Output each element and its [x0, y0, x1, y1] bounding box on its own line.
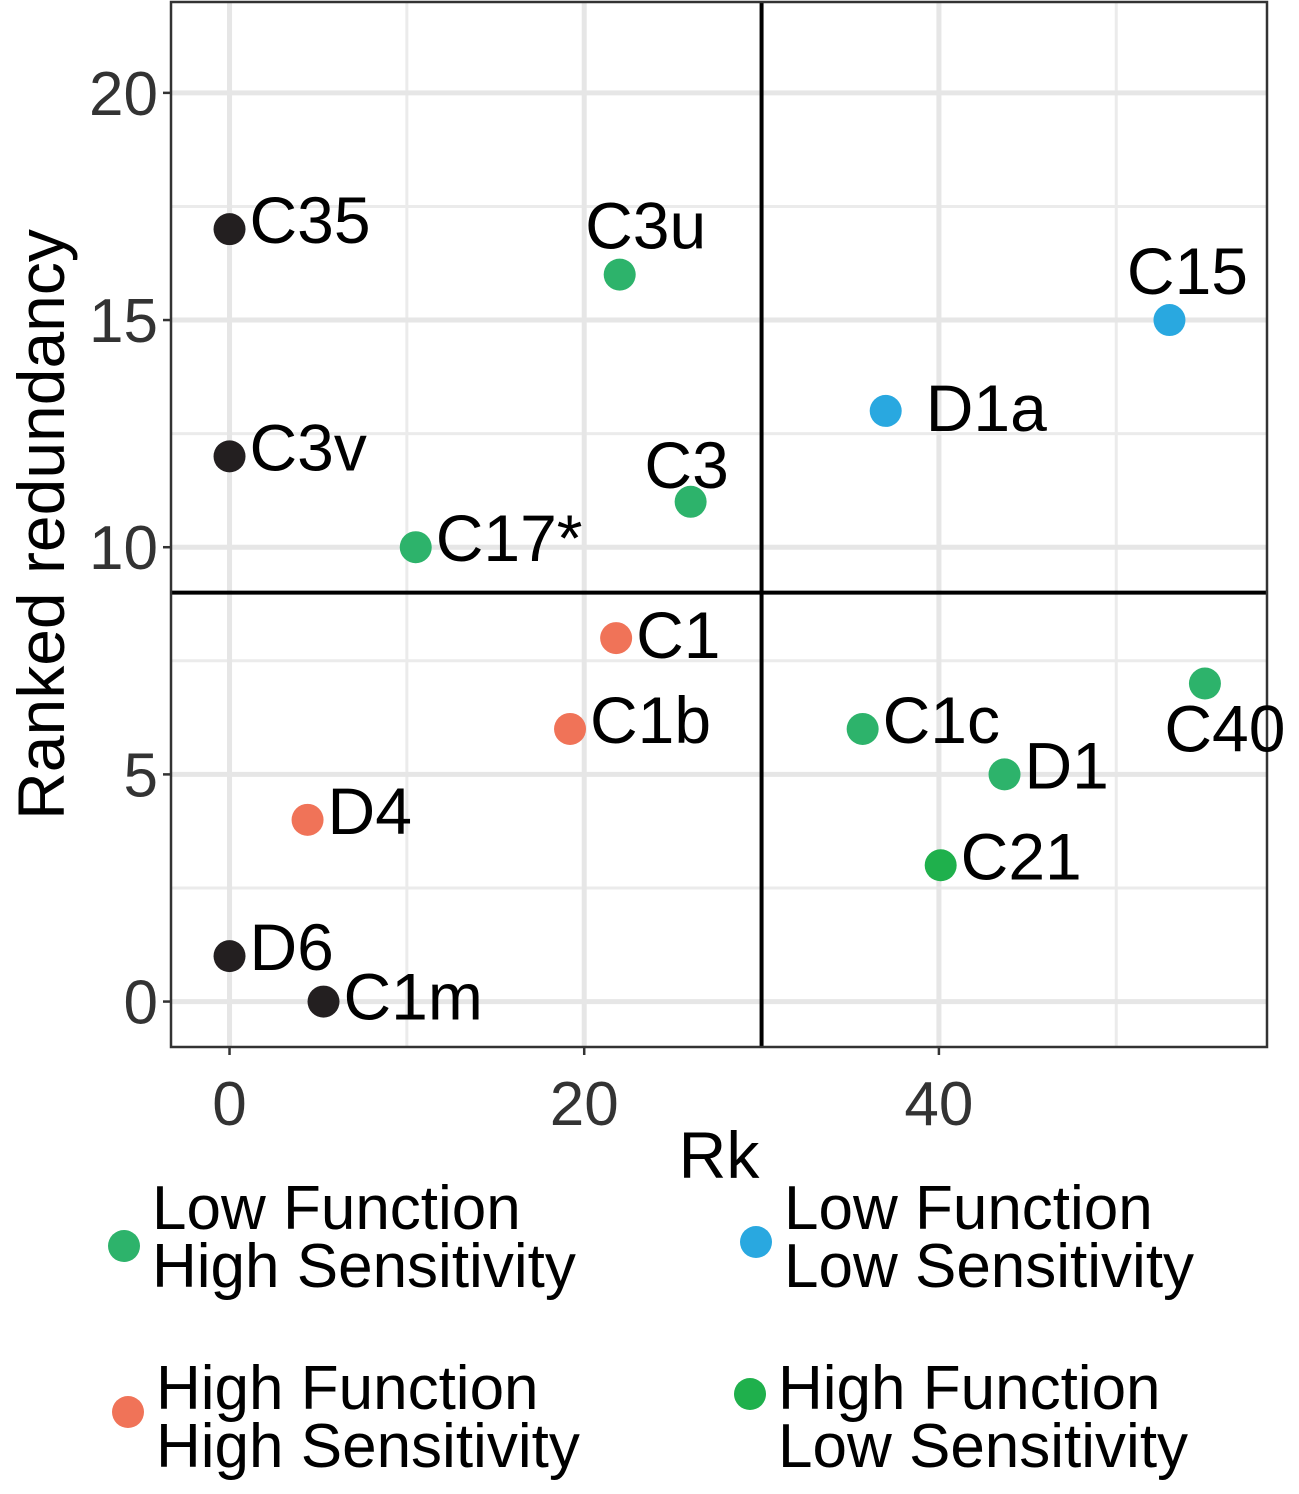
point-c35 — [213, 213, 246, 246]
y-tick-label: 20 — [89, 60, 158, 129]
point-label-d6: D6 — [250, 910, 334, 984]
point-label-d1: D1 — [1025, 728, 1109, 802]
point-label-c40: C40 — [1164, 692, 1285, 766]
x-tick-label: 20 — [550, 1070, 619, 1139]
point-label-c1c: C1c — [883, 683, 1000, 757]
point-d1 — [988, 758, 1021, 791]
point-label-c3: C3 — [644, 428, 728, 502]
point-c1c — [846, 712, 879, 745]
legend-dot-hfls — [734, 1378, 766, 1410]
point-d4 — [291, 803, 324, 836]
point-d6 — [213, 940, 246, 973]
legend-dot-lfls — [740, 1226, 772, 1258]
point-c1b — [554, 712, 587, 745]
point-c1 — [600, 622, 633, 655]
legend: Low Function High Sensitivity Low Functi… — [0, 1174, 1299, 1481]
point-label-c1: C1 — [636, 598, 720, 672]
point-label-c17-star: C17* — [436, 501, 583, 575]
y-tick-label: 15 — [89, 287, 158, 356]
point-label-c35: C35 — [250, 183, 371, 257]
point-c3v — [213, 440, 246, 473]
y-axis-title: Ranked redundancy — [4, 229, 78, 820]
point-c3 — [674, 485, 707, 518]
y-tick-label: 5 — [124, 741, 158, 810]
plot-panel — [171, 2, 1267, 1047]
y-tick-label: 0 — [124, 969, 158, 1038]
scatter-plot: 0 20 40 0 5 10 15 20 Rk Ranked redundancy C35 C3u C1… — [4, 0, 1285, 1192]
legend-label-line1: High Function — [156, 1354, 539, 1423]
point-c21 — [924, 849, 957, 882]
point-c3u — [603, 258, 636, 291]
point-label-c21: C21 — [961, 819, 1082, 893]
point-c17-star — [399, 531, 432, 564]
legend-label-line2: Low Sensitivity — [784, 1232, 1195, 1301]
legend-label-line2: High Sensitivity — [156, 1412, 580, 1481]
legend-label-line2: High Sensitivity — [152, 1232, 576, 1301]
point-label-d4: D4 — [328, 774, 412, 848]
x-axis-title: Rk — [679, 1118, 761, 1180]
point-label-d1a: D1a — [926, 371, 1047, 445]
legend-label-line1: Low Function — [152, 1174, 521, 1243]
point-label-c1m: C1m — [344, 960, 483, 1034]
point-label-c3v: C3v — [250, 410, 367, 484]
legend-label-line1: Low Function — [784, 1174, 1153, 1243]
point-c1m — [307, 985, 340, 1018]
plot-border — [169, 0, 1269, 1049]
point-label-c3u: C3u — [585, 189, 706, 263]
x-tick-label: 40 — [904, 1070, 973, 1139]
y-tick-label: 10 — [89, 514, 158, 583]
legend-dot-lfhs — [108, 1230, 140, 1262]
point-label-c1b: C1b — [590, 683, 711, 757]
x-tick-label: 0 — [212, 1070, 246, 1139]
legend-label-line1: High Function — [778, 1354, 1161, 1423]
legend-label-line2: Low Sensitivity — [778, 1412, 1189, 1481]
point-c15 — [1153, 304, 1186, 337]
point-d1a — [869, 394, 902, 427]
point-label-c15: C15 — [1127, 234, 1248, 308]
legend-dot-hfhs — [112, 1396, 144, 1428]
point-c40 — [1188, 667, 1221, 700]
